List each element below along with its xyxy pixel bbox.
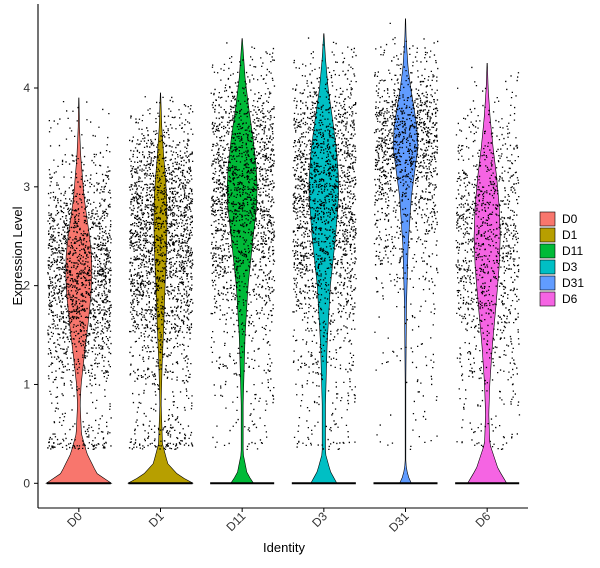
legend-item-D3: D3 <box>539 259 578 275</box>
violin-group-D11 <box>210 38 276 485</box>
violin-group-D3 <box>291 33 357 485</box>
legend-label-D1: D1 <box>562 228 578 242</box>
legend-swatch-D0 <box>539 211 556 227</box>
x-tick-label-D6: D6 <box>473 509 494 530</box>
jitter-points-D1 <box>128 96 194 450</box>
x-tick-label-D0: D0 <box>64 509 85 530</box>
violin-D3 <box>308 33 339 484</box>
legend-label-D6: D6 <box>562 292 578 306</box>
x-tick-label-D11: D11 <box>223 509 248 534</box>
violin-D31 <box>392 18 419 484</box>
y-tick-label: 3 <box>23 180 30 194</box>
x-tick-label-D3: D3 <box>309 509 330 530</box>
jitter-points-D3 <box>292 37 357 451</box>
axes <box>37 4 528 509</box>
legend-item-D1: D1 <box>539 227 578 243</box>
y-tick-label: 4 <box>23 81 30 95</box>
y-tick-label: 1 <box>23 377 30 391</box>
legend-label-D3: D3 <box>562 260 578 274</box>
x-axis-ticks: D0 D1 D11 D3 D31 D6 <box>64 508 494 535</box>
legend-item-D11: D11 <box>539 243 583 259</box>
violin-group-D1 <box>127 92 194 485</box>
violin-D6 <box>467 62 508 484</box>
x-axis-title: Identity <box>263 540 305 555</box>
y-tick-label: 0 <box>23 476 30 490</box>
jitter-points-D6 <box>455 66 521 451</box>
legend-item-D6: D6 <box>539 291 578 307</box>
legend-label-D0: D0 <box>562 212 578 226</box>
legend-label-D11: D11 <box>562 244 583 258</box>
legend-item-D31: D31 <box>539 275 584 291</box>
violin-group-D6 <box>455 62 521 485</box>
violin-group-D31 <box>373 18 439 485</box>
legend-swatch-D11 <box>539 243 556 259</box>
x-tick-label-D1: D1 <box>146 509 167 530</box>
violin-D0 <box>45 97 113 484</box>
x-tick-label-D31: D31 <box>386 509 412 535</box>
y-axis-ticks: 0 1 2 3 4 <box>23 81 38 490</box>
legend-item-D0: D0 <box>539 211 578 227</box>
legend-swatch-D31 <box>539 275 556 291</box>
violin-group-D0 <box>45 97 113 485</box>
y-tick-label: 2 <box>23 279 30 293</box>
plot-area <box>45 18 521 485</box>
legend-swatch-D3 <box>539 259 556 275</box>
legend-swatch-D1 <box>539 227 556 243</box>
jitter-points-D11 <box>210 42 276 451</box>
y-axis-title: Expression Level <box>10 206 25 305</box>
jitter-points-D31 <box>373 22 439 450</box>
legend-label-D31: D31 <box>562 276 584 290</box>
legend: D0 D1 D11 D3 D31 D6 <box>539 211 584 307</box>
legend-swatch-D6 <box>539 291 556 307</box>
jitter-points-D0 <box>47 101 112 450</box>
